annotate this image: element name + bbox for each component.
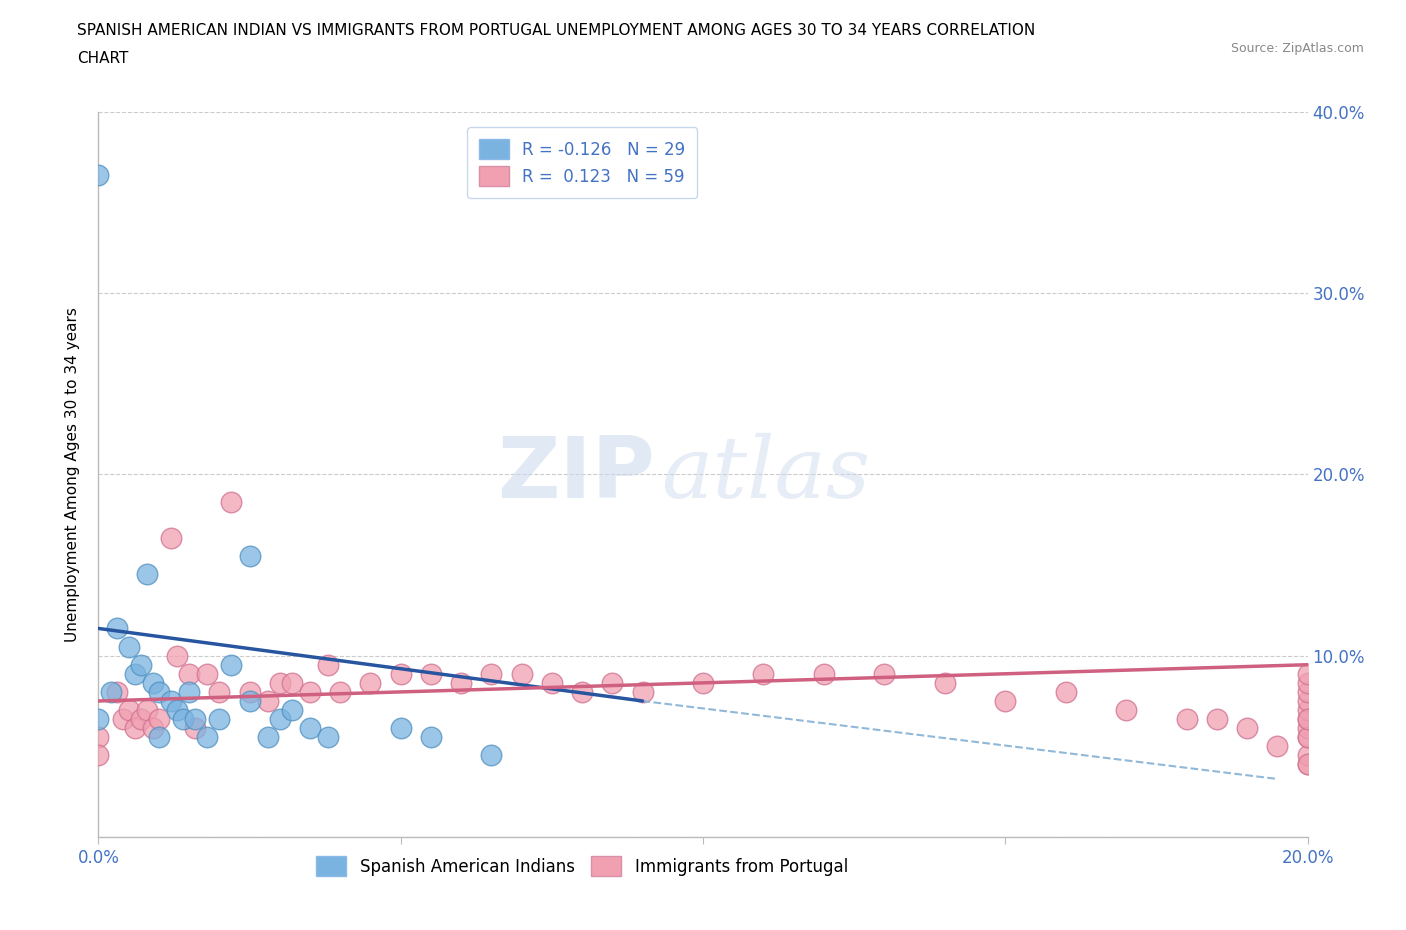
Point: [510, 667, 533, 682]
Point: [142, 675, 165, 690]
Point: [105, 684, 128, 699]
Point: [450, 675, 472, 690]
Point: [281, 675, 304, 690]
Text: Source: ZipAtlas.com: Source: ZipAtlas.com: [1230, 42, 1364, 55]
Point: [87, 711, 110, 726]
Y-axis label: Unemployment Among Ages 30 to 34 years: Unemployment Among Ages 30 to 34 years: [65, 307, 80, 642]
Point: [195, 730, 218, 745]
Point: [1296, 667, 1319, 682]
Point: [602, 675, 624, 690]
Point: [1296, 757, 1319, 772]
Point: [118, 703, 141, 718]
Point: [166, 703, 188, 718]
Point: [316, 658, 339, 672]
Point: [256, 730, 278, 745]
Text: ZIP: ZIP: [496, 432, 655, 516]
Point: [184, 721, 207, 736]
Point: [873, 667, 896, 682]
Point: [752, 667, 775, 682]
Point: [571, 684, 593, 699]
Point: [1296, 748, 1319, 763]
Point: [329, 684, 352, 699]
Point: [87, 748, 110, 763]
Point: [124, 667, 146, 682]
Point: [129, 658, 152, 672]
Text: SPANISH AMERICAN INDIAN VS IMMIGRANTS FROM PORTUGAL UNEMPLOYMENT AMONG AGES 30 T: SPANISH AMERICAN INDIAN VS IMMIGRANTS FR…: [77, 23, 1036, 38]
Point: [239, 694, 262, 709]
Point: [389, 667, 412, 682]
Point: [269, 675, 291, 690]
Point: [129, 711, 152, 726]
Point: [148, 711, 170, 726]
Point: [934, 675, 956, 690]
Point: [148, 684, 170, 699]
Point: [208, 711, 231, 726]
Point: [631, 684, 654, 699]
Point: [813, 667, 835, 682]
Point: [540, 675, 562, 690]
Legend: Spanish American Indians, Immigrants from Portugal: Spanish American Indians, Immigrants fro…: [309, 849, 855, 884]
Point: [420, 730, 443, 745]
Point: [100, 684, 122, 699]
Point: [239, 684, 262, 699]
Point: [1267, 738, 1289, 753]
Point: [481, 748, 503, 763]
Point: [1296, 684, 1319, 699]
Point: [481, 667, 503, 682]
Point: [1115, 703, 1137, 718]
Point: [389, 721, 412, 736]
Text: CHART: CHART: [77, 51, 129, 66]
Point: [179, 667, 201, 682]
Point: [1296, 721, 1319, 736]
Point: [135, 703, 157, 718]
Point: [221, 494, 243, 509]
Point: [111, 711, 134, 726]
Point: [1296, 703, 1319, 718]
Point: [87, 167, 110, 182]
Point: [1206, 711, 1229, 726]
Point: [142, 721, 165, 736]
Point: [1236, 721, 1258, 736]
Point: [269, 711, 291, 726]
Point: [148, 730, 170, 745]
Point: [1296, 730, 1319, 745]
Point: [124, 721, 146, 736]
Point: [1296, 757, 1319, 772]
Point: [420, 667, 443, 682]
Point: [87, 730, 110, 745]
Point: [360, 675, 382, 690]
Point: [160, 530, 183, 545]
Point: [1296, 711, 1319, 726]
Point: [105, 621, 128, 636]
Point: [172, 711, 194, 726]
Point: [1296, 730, 1319, 745]
Point: [281, 703, 304, 718]
Point: [179, 684, 201, 699]
Point: [994, 694, 1017, 709]
Point: [135, 566, 157, 581]
Point: [118, 639, 141, 654]
Point: [1296, 694, 1319, 709]
Point: [299, 721, 322, 736]
Point: [316, 730, 339, 745]
Text: atlas: atlas: [661, 433, 870, 515]
Point: [256, 694, 278, 709]
Point: [221, 658, 243, 672]
Point: [239, 549, 262, 564]
Point: [195, 667, 218, 682]
Point: [184, 711, 207, 726]
Point: [1175, 711, 1198, 726]
Point: [692, 675, 714, 690]
Point: [299, 684, 322, 699]
Point: [1054, 684, 1077, 699]
Point: [1296, 675, 1319, 690]
Point: [208, 684, 231, 699]
Point: [1296, 711, 1319, 726]
Point: [166, 648, 188, 663]
Point: [160, 694, 183, 709]
